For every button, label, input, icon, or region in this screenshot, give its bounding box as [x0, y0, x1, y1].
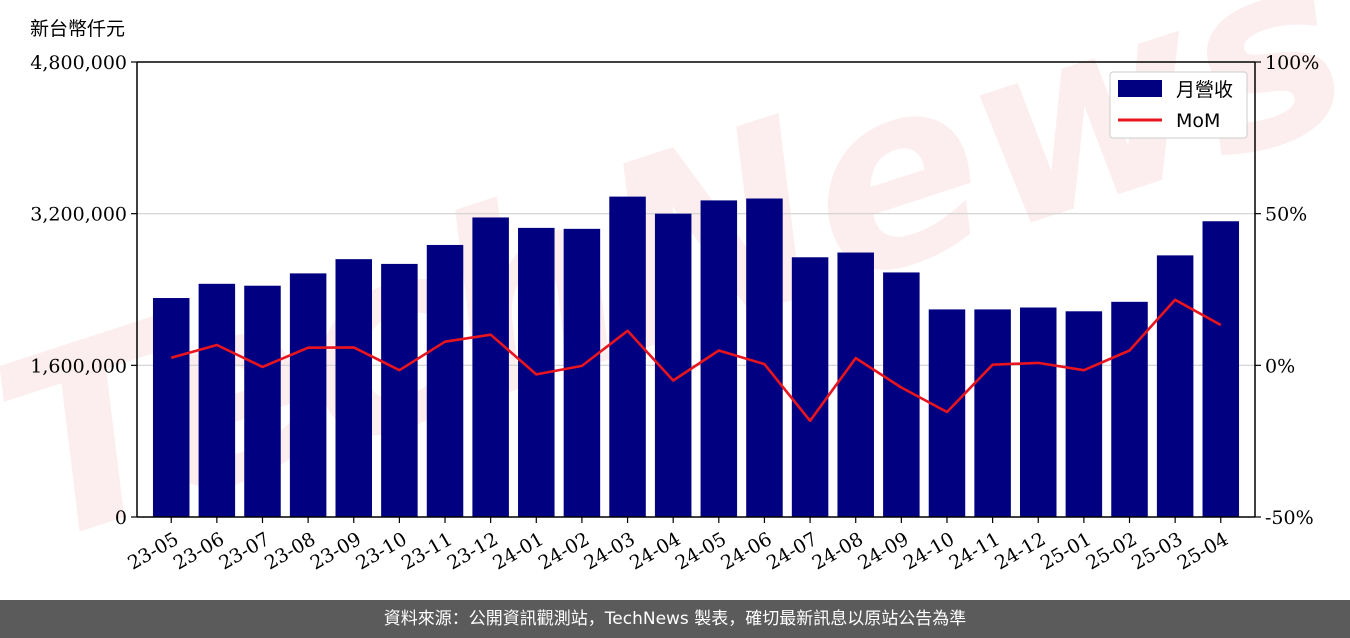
- legend-label-mom: MoM: [1176, 110, 1220, 132]
- x-axis-ticks: 23-0523-0623-0723-0823-0923-1023-1123-12…: [124, 517, 1232, 574]
- x-tick-label-23-11: 23-11: [398, 528, 456, 574]
- axes: [136, 61, 1256, 518]
- source-footer: 資料來源：公開資訊觀測站，TechNews 製表，確切最新訊息以原站公告為準: [0, 600, 1350, 638]
- x-tick-label-25-02: 25-02: [1082, 528, 1140, 574]
- bar-23-08: [289, 273, 327, 517]
- x-tick-label-23-09: 23-09: [307, 528, 365, 574]
- bar-23-06: [198, 283, 236, 517]
- x-tick-label-24-04: 24-04: [626, 528, 684, 574]
- y-right-tick-label-1: 0%: [1265, 355, 1295, 377]
- x-tick-label-23-08: 23-08: [261, 528, 319, 574]
- legend: 月營收 MoM: [1109, 71, 1248, 139]
- right-axis-ticks: -50% 0% 50% 100%: [1255, 52, 1319, 529]
- bar-24-08: [837, 252, 874, 517]
- bar-25-03: [1156, 255, 1194, 517]
- x-tick-label-25-04: 25-04: [1174, 528, 1232, 574]
- y-left-tick-label-2: 3,200,000: [30, 204, 127, 226]
- bar-25-01: [1065, 311, 1103, 517]
- bar-23-12: [472, 217, 509, 518]
- bar-25-04: [1202, 221, 1240, 517]
- bar-24-03: [609, 196, 646, 517]
- bar-24-02: [563, 228, 601, 518]
- y-left-tick-label-0: 0: [115, 507, 127, 529]
- x-tick-label-24-01: 24-01: [489, 528, 547, 574]
- bar-24-12: [1019, 307, 1057, 517]
- y-left-tick-label-1: 1,600,000: [30, 355, 127, 377]
- x-tick-label-24-10: 24-10: [900, 528, 958, 574]
- bar-24-11: [974, 309, 1011, 517]
- bar-23-11: [426, 244, 464, 517]
- y-right-tick-label-3: 100%: [1265, 52, 1319, 74]
- bar-23-05: [152, 298, 190, 517]
- bar-23-07: [244, 285, 281, 517]
- x-tick-label-24-12: 24-12: [991, 528, 1049, 574]
- x-tick-label-25-01: 25-01: [1037, 528, 1095, 574]
- mom-line: [170, 298, 1222, 423]
- x-tick-label-24-05: 24-05: [672, 528, 730, 574]
- x-tick-label-24-11: 24-11: [945, 528, 1003, 574]
- x-tick-label-25-03: 25-03: [1128, 528, 1186, 574]
- bar-24-06: [746, 198, 783, 517]
- x-tick-label-24-02: 24-02: [535, 528, 593, 574]
- legend-swatch-revenue: [1118, 80, 1162, 97]
- bar-23-09: [335, 259, 373, 517]
- revenue-bars: [152, 196, 1240, 518]
- y-right-tick-label-2: 50%: [1265, 204, 1307, 226]
- x-tick-label-23-12: 23-12: [444, 528, 502, 574]
- y-left-tick-label-3: 4,800,000: [30, 52, 127, 74]
- x-tick-label-24-06: 24-06: [717, 528, 775, 574]
- x-tick-label-23-10: 23-10: [352, 528, 410, 574]
- revenue-chart: TechNews 23-0523-0623-0723-0823-0923-102…: [0, 0, 1350, 600]
- x-tick-label-24-08: 24-08: [809, 528, 867, 574]
- bar-23-10: [381, 263, 418, 517]
- y-right-tick-label-0: -50%: [1265, 507, 1314, 529]
- x-tick-label-24-09: 24-09: [854, 528, 912, 574]
- x-tick-label-24-03: 24-03: [580, 528, 638, 574]
- bar-25-02: [1111, 301, 1148, 517]
- left-axis-ticks: 0 1,600,000 3,200,000 4,800,000: [30, 52, 137, 529]
- y-axis-title: 新台幣仟元: [30, 18, 126, 40]
- bar-24-07: [791, 257, 829, 517]
- legend-label-revenue: 月營收: [1176, 79, 1233, 101]
- x-tick-label-24-07: 24-07: [763, 528, 821, 574]
